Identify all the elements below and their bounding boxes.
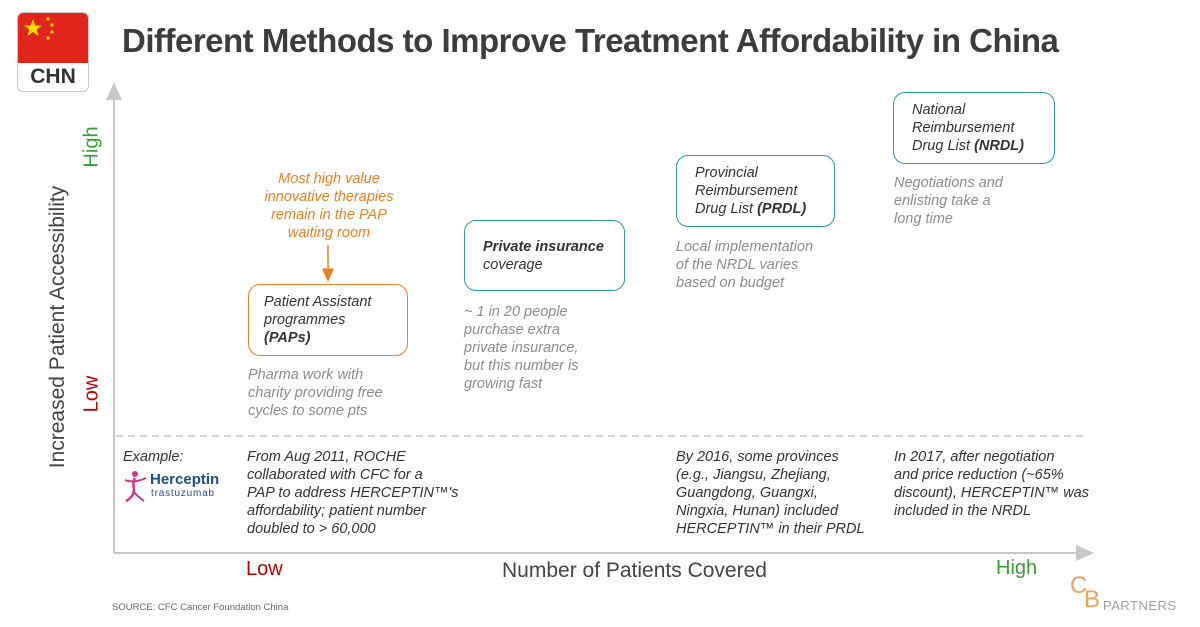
x-axis-title: Number of Patients Covered — [502, 559, 767, 582]
pap-note: Pharma work with charity providing free … — [248, 367, 383, 419]
prdl-note: Local implementation of the NRDL varies … — [676, 239, 814, 291]
page-title: Different Methods to Improve Treatment A… — [122, 22, 1059, 59]
logo-letter-c: C — [1070, 572, 1088, 599]
china-flag: CHN — [17, 12, 89, 92]
flag-stars-icon — [24, 17, 54, 40]
cb-partners-logo: C B PARTNERS — [1070, 572, 1190, 616]
flag-red-field — [18, 13, 88, 63]
prdl-box: Provincial Reimbursement Drug List (PRDL… — [676, 155, 835, 227]
nrdl-box: National Reimbursement Drug List (NRDL) — [893, 92, 1055, 164]
herceptin-figure-icon — [124, 471, 147, 502]
pap-box: Patient Assistant programmes (PAPs) — [248, 284, 408, 356]
logo-letter-b: B — [1084, 586, 1101, 613]
example-prdl-text: By 2016, some provinces (e.g., Jiangsu, … — [676, 449, 865, 537]
private-insurance-box: Private insurance coverage — [464, 220, 625, 291]
herceptin-wordmark: Herceptin — [150, 471, 220, 488]
example-nrdl-text: In 2017, after negotiation and price red… — [894, 449, 1089, 519]
y-axis-high-label: High — [80, 126, 103, 168]
herceptin-subtext: trastuzumab — [151, 488, 215, 499]
example-label: Example: — [123, 449, 184, 465]
y-axis-title: Increased Patient Accessibility — [46, 185, 69, 469]
herceptin-logo: Herceptin trastuzumab — [122, 470, 230, 502]
nrdl-note: Negotiations and enlisting take a long t… — [894, 175, 1003, 227]
logo-partners-text: PARTNERS — [1103, 598, 1177, 613]
x-axis-low-label: Low — [246, 558, 283, 580]
x-axis-high-label: High — [996, 557, 1038, 579]
source-note: SOURCE: CFC Cancer Foundation China — [112, 602, 289, 613]
country-code: CHN — [30, 65, 76, 88]
pap-callout: Most high value innovative therapies rem… — [264, 171, 394, 241]
private-insurance-note: ~ 1 in 20 people purchase extra private … — [464, 304, 579, 392]
y-axis-low-label: Low — [80, 375, 103, 413]
example-pap-text: From Aug 2011, ROCHE collaborated with C… — [247, 449, 459, 537]
